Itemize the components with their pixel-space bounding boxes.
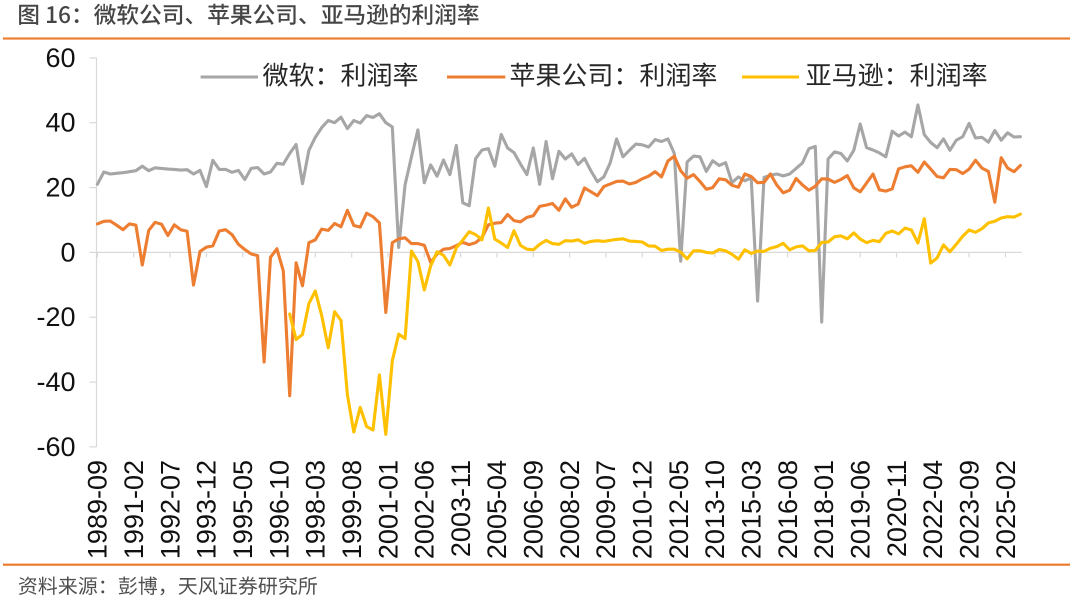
svg-text:1989-09: 1989-09 (83, 460, 113, 559)
svg-text:2016-08: 2016-08 (773, 460, 803, 559)
svg-text:1999-08: 1999-08 (337, 460, 367, 559)
svg-text:2008-02: 2008-02 (555, 460, 585, 559)
svg-text:0: 0 (60, 237, 75, 267)
svg-text:2018-01: 2018-01 (809, 460, 839, 559)
svg-text:1996-10: 1996-10 (264, 460, 294, 559)
svg-text:1995-05: 1995-05 (228, 460, 258, 559)
svg-text:2012-05: 2012-05 (664, 460, 694, 559)
svg-text:1991-02: 1991-02 (119, 460, 149, 559)
svg-text:2002-06: 2002-06 (410, 460, 440, 559)
svg-text:20: 20 (45, 173, 75, 203)
svg-text:2015-03: 2015-03 (737, 460, 767, 559)
svg-text:-40: -40 (36, 367, 75, 397)
svg-text:2020-11: 2020-11 (882, 460, 912, 557)
svg-text:-20: -20 (36, 302, 75, 332)
svg-text:2023-09: 2023-09 (954, 460, 984, 559)
svg-text:2006-09: 2006-09 (519, 460, 549, 559)
svg-text:-60: -60 (36, 432, 75, 462)
svg-text:2025-02: 2025-02 (991, 460, 1021, 559)
svg-text:2013-10: 2013-10 (700, 460, 730, 559)
svg-text:2003-11: 2003-11 (446, 460, 476, 557)
svg-text:2005-04: 2005-04 (482, 460, 512, 559)
svg-text:2001-01: 2001-01 (373, 460, 403, 559)
svg-text:2010-12: 2010-12 (628, 460, 658, 559)
svg-text:1998-03: 1998-03 (301, 460, 331, 559)
svg-text:2022-04: 2022-04 (918, 460, 948, 559)
svg-text:2009-07: 2009-07 (591, 460, 621, 559)
svg-text:2019-06: 2019-06 (846, 460, 876, 559)
svg-text:40: 40 (45, 108, 75, 138)
svg-text:1992-07: 1992-07 (155, 460, 185, 559)
svg-text:60: 60 (45, 43, 75, 73)
svg-text:1993-12: 1993-12 (192, 460, 222, 559)
